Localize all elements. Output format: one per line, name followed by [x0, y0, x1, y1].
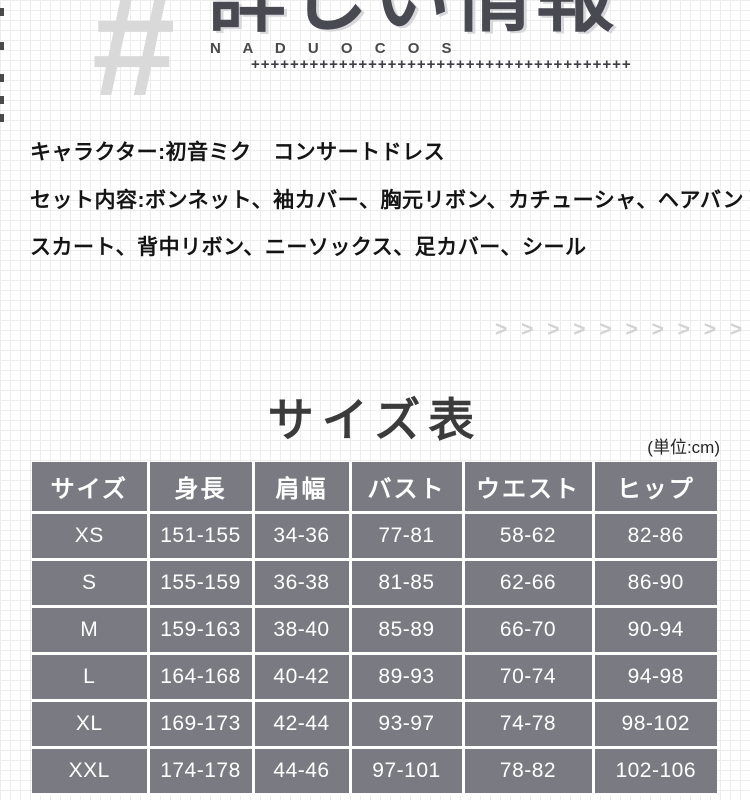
- cell-size: XS: [32, 512, 150, 561]
- col-size: サイズ: [32, 462, 150, 514]
- cell-height: 169-173: [148, 700, 255, 749]
- size-chart-table: サイズ 身長 肩幅 バスト ウエスト ヒップ XS 151-155 34-36 …: [32, 462, 717, 796]
- cell-height: 155-159: [148, 559, 255, 608]
- cell-bust: 81-85: [350, 559, 465, 608]
- cell-shoulder: 42-44: [253, 700, 352, 749]
- cell-waist: 78-82: [463, 747, 595, 796]
- col-height: 身長: [148, 462, 255, 514]
- table-row: M 159-163 38-40 85-89 66-70 90-94: [32, 606, 717, 655]
- cell-size: S: [32, 559, 150, 608]
- col-shoulder: 肩幅: [253, 462, 352, 514]
- cell-waist: 58-62: [463, 512, 595, 561]
- set-contents-line-1: セット内容:ボンネット、袖カバー、胸元リボン、カチューシャ、ヘアバンド、: [30, 189, 750, 212]
- table-row: XS 151-155 34-36 77-81 58-62 82-86: [32, 512, 717, 561]
- character-line: キャラクター:初音ミク コンサートドレス: [30, 141, 446, 164]
- edge-tick: [0, 114, 4, 122]
- cell-hip: 90-94: [593, 606, 717, 655]
- section-title: 詳しい情報: [208, 0, 618, 36]
- cell-hip: 82-86: [593, 512, 717, 561]
- edge-tick: [0, 8, 4, 16]
- cell-bust: 89-93: [350, 653, 465, 702]
- cell-waist: 66-70: [463, 606, 595, 655]
- col-bust: バスト: [350, 462, 465, 514]
- cell-bust: 85-89: [350, 606, 465, 655]
- cell-size: L: [32, 653, 150, 702]
- cell-bust: 77-81: [350, 512, 465, 561]
- plus-decoration: +++++++++++++++++++++++++++++++++++++++: [251, 56, 632, 73]
- cell-hip: 102-106: [593, 747, 717, 796]
- hash-decoration: #: [92, 0, 176, 127]
- cell-waist: 74-78: [463, 700, 595, 749]
- set-contents-line-2: スカート、背中リボン、ニーソックス、足カバー、シール: [30, 236, 587, 259]
- edge-tick: [0, 96, 4, 104]
- cell-shoulder: 34-36: [253, 512, 352, 561]
- cell-size: XXL: [32, 747, 150, 796]
- cell-waist: 62-66: [463, 559, 595, 608]
- unit-note: (単位:cm): [647, 438, 720, 457]
- cell-shoulder: 36-38: [253, 559, 352, 608]
- edge-tick: [0, 74, 4, 82]
- cell-bust: 97-101: [350, 747, 465, 796]
- cell-hip: 94-98: [593, 653, 717, 702]
- cell-height: 174-178: [148, 747, 255, 796]
- cell-hip: 86-90: [593, 559, 717, 608]
- cell-shoulder: 38-40: [253, 606, 352, 655]
- table-header-row: サイズ 身長 肩幅 バスト ウエスト ヒップ: [32, 462, 717, 514]
- size-chart-title: サイズ表: [267, 394, 483, 446]
- edge-tick: [0, 42, 4, 50]
- cell-shoulder: 44-46: [253, 747, 352, 796]
- cell-waist: 70-74: [463, 653, 595, 702]
- table-row: XXL 174-178 44-46 97-101 78-82 102-106: [32, 747, 717, 796]
- cell-size: M: [32, 606, 150, 655]
- cell-shoulder: 40-42: [253, 653, 352, 702]
- table-row: XL 169-173 42-44 93-97 74-78 98-102: [32, 700, 717, 749]
- cell-height: 159-163: [148, 606, 255, 655]
- cell-height: 151-155: [148, 512, 255, 561]
- cell-bust: 93-97: [350, 700, 465, 749]
- table-row: L 164-168 40-42 89-93 70-74 94-98: [32, 653, 717, 702]
- cell-hip: 98-102: [593, 700, 717, 749]
- brand-name: N A D U O C O S: [210, 40, 461, 57]
- col-waist: ウエスト: [463, 462, 595, 514]
- table-row: S 155-159 36-38 81-85 62-66 86-90: [32, 559, 717, 608]
- cell-height: 164-168: [148, 653, 255, 702]
- col-hip: ヒップ: [593, 462, 717, 514]
- chevron-decoration: > > > > > > > > > >: [495, 318, 747, 341]
- cell-size: XL: [32, 700, 150, 749]
